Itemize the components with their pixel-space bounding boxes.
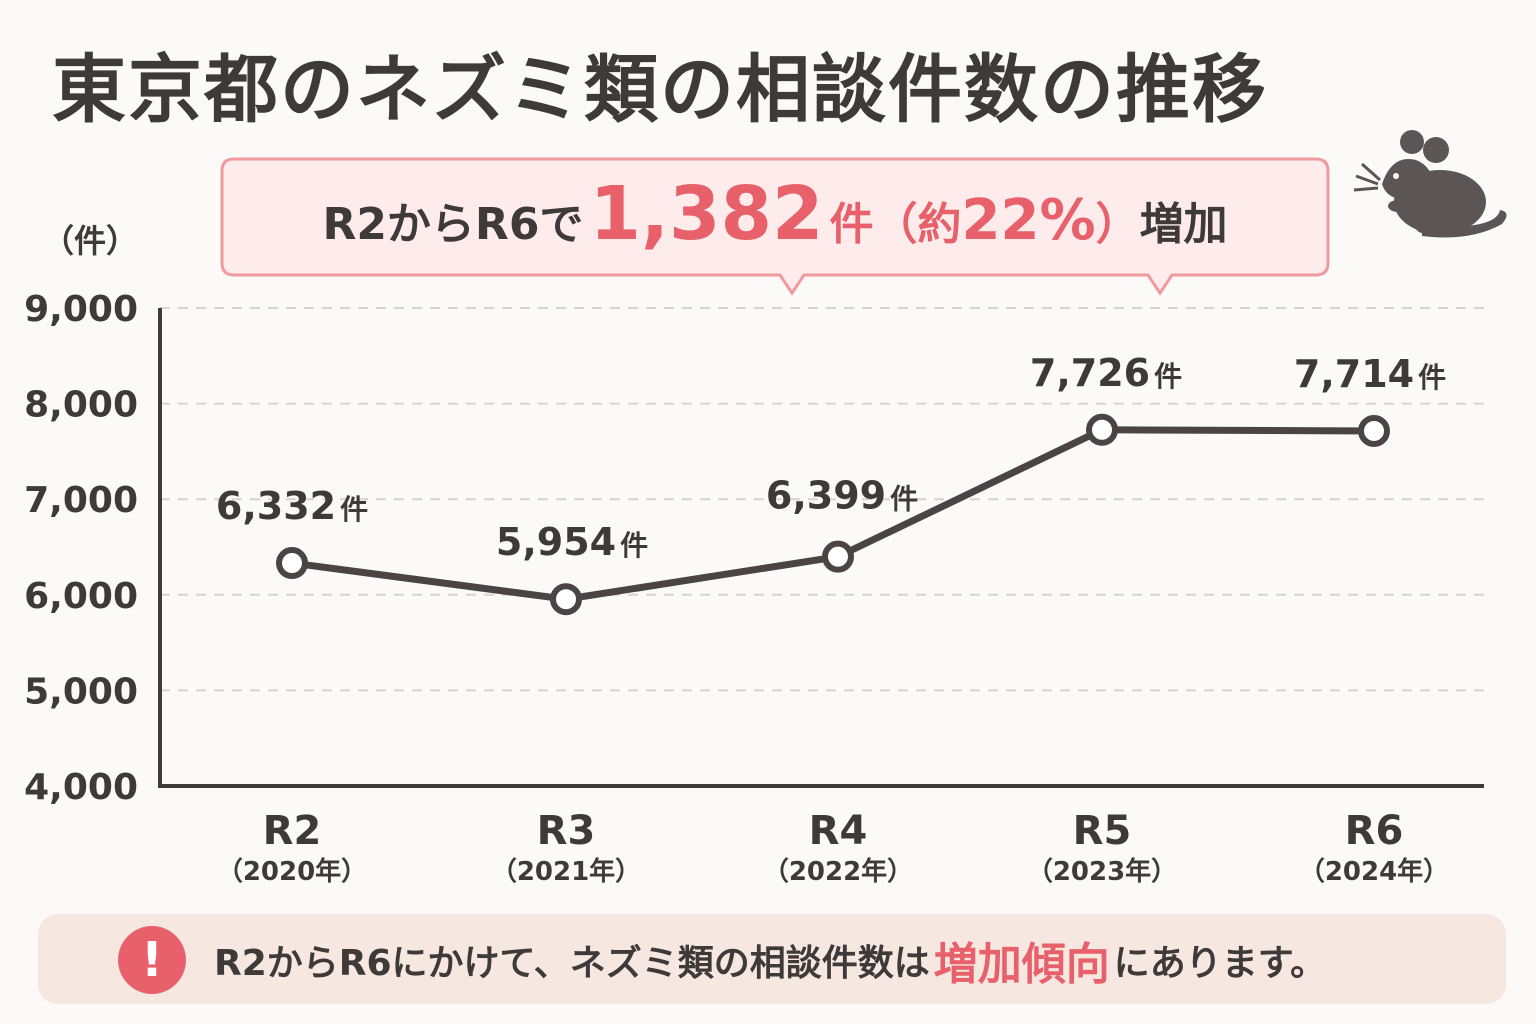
data-point-R5 xyxy=(1086,413,1118,446)
x-tick-sublabel-R6: （2024年） xyxy=(1299,856,1449,887)
x-tick-sublabel-R3: （2021年） xyxy=(491,856,641,887)
callout-bubble xyxy=(220,157,1330,296)
data-label-R5: 7,726 件 xyxy=(1030,351,1182,395)
y-tick-label-4000: 4,000 xyxy=(24,767,138,808)
note-text: R2からR6にかけて、ネズミ類の相談件数は 増加傾向 にあります。 xyxy=(214,928,1326,992)
callout-text: R2からR6で 1,382 件 （約 22% ） 増加 xyxy=(220,157,1330,279)
exclamation-icon: ! xyxy=(118,926,186,994)
y-tick-labels: 4,000 5,000 6,000 7,000 8,000 9,000 xyxy=(24,289,138,808)
x-tick-sublabel-R5: （2023年） xyxy=(1027,856,1177,887)
x-tick-label-R4: R4 xyxy=(809,808,868,854)
callout-amount: 1,382 xyxy=(589,171,824,257)
x-tick-label-R3: R3 xyxy=(537,808,596,854)
y-tick-label-9000: 9,000 xyxy=(24,289,138,330)
note-text-after: にあります。 xyxy=(1113,943,1327,984)
callout-prefix: R2からR6で xyxy=(322,199,584,250)
note-text-before: R2からR6にかけて、ネズミ類の相談件数は xyxy=(214,943,930,984)
x-tick-label-R6: R6 xyxy=(1345,808,1404,854)
y-tick-label-6000: 6,000 xyxy=(24,576,138,617)
axes xyxy=(158,308,1484,788)
y-tick-label-8000: 8,000 xyxy=(24,385,138,426)
data-label-R2: 6,332 件 xyxy=(216,484,368,528)
data-point-R2 xyxy=(276,547,308,580)
x-tick-sublabel-R2: （2020年） xyxy=(217,856,367,887)
mouse-icon xyxy=(1353,130,1507,238)
data-point-R6 xyxy=(1358,414,1390,447)
callout-percent: 22% xyxy=(961,188,1096,253)
chart-title: 東京都のネズミ類の相談件数の推移 xyxy=(52,47,1268,133)
x-tick-label-R2: R2 xyxy=(263,808,322,854)
data-label-R3: 5,954 件 xyxy=(496,520,648,564)
callout-paren-close: ） xyxy=(1095,199,1140,250)
data-point-R4 xyxy=(822,540,854,573)
x-tick-labels: R2（2020年） R3（2021年） R4（2022年） R5（2023年） R6（2… xyxy=(217,808,1449,887)
callout-amount-unit: 件 xyxy=(829,199,874,250)
data-label-R4: 6,399 件 xyxy=(766,474,918,518)
data-point-R3 xyxy=(550,583,582,616)
data-points xyxy=(276,413,1390,616)
data-label-R6: 7,714 件 xyxy=(1294,352,1446,396)
callout-paren-open: （約 xyxy=(873,199,962,250)
y-axis-unit-label: （件） xyxy=(42,222,139,260)
y-tick-label-7000: 7,000 xyxy=(24,480,138,521)
note-box xyxy=(38,914,1506,1004)
x-tick-label-R5: R5 xyxy=(1073,808,1132,854)
summary-callout: R2からR6で 1,382 件 （約 22% ） 増加 xyxy=(220,157,1330,296)
grid-lines xyxy=(160,307,1484,692)
data-labels: 6,332 件 5,954 件 6,399 件 7,726 件 7,714 件 xyxy=(216,351,1446,564)
x-tick-sublabel-R4: （2022年） xyxy=(763,856,913,887)
callout-suffix: 増加 xyxy=(1139,199,1228,250)
note-emphasis: 増加傾向 xyxy=(933,939,1110,990)
line-chart: 4,000 5,000 6,000 7,000 8,000 9,000 R2（2020年）… xyxy=(24,289,1484,887)
y-tick-label-5000: 5,000 xyxy=(24,671,138,712)
